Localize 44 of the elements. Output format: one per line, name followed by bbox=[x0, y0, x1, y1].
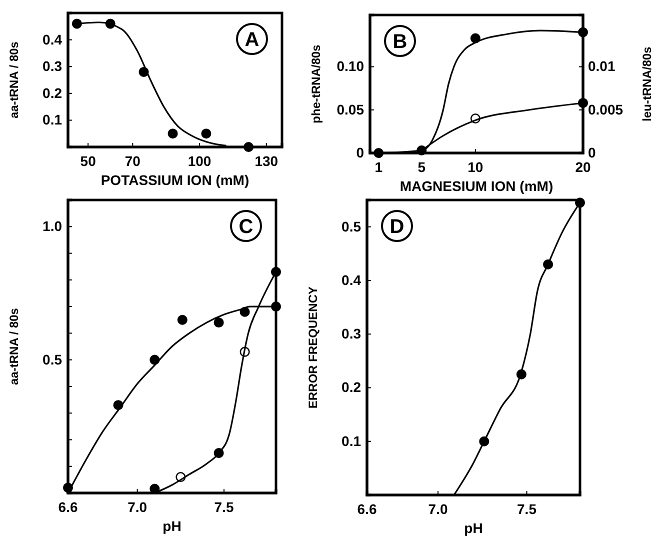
y-axis-title: ERROR FREQUENCY bbox=[306, 286, 320, 409]
x-tick-label: 6.6 bbox=[357, 500, 377, 517]
y2-axis-title: leu-tRNA/80s bbox=[640, 46, 654, 122]
y-axis-title: aa-tRNA / 80s bbox=[7, 308, 21, 385]
annotation: C bbox=[238, 216, 254, 238]
y-tick-label: 0.5 bbox=[342, 218, 362, 234]
x-axis-title: MAGNESIUM ION (mM) bbox=[400, 178, 554, 194]
y-tick-label: 0.4 bbox=[342, 272, 362, 288]
y-tick-label: 0.2 bbox=[42, 84, 62, 101]
y2-tick-label: 0.01 bbox=[588, 58, 616, 74]
x-tick-label: 130 bbox=[254, 152, 278, 169]
y-tick-label: 0.05 bbox=[336, 101, 364, 118]
x-tick-label: 10 bbox=[468, 158, 484, 175]
y-axis-title: phe-tRNA/80s bbox=[309, 44, 323, 124]
annotation: B bbox=[392, 31, 408, 53]
x-axis-title: POTASSIUM ION (mM) bbox=[100, 172, 250, 188]
y-tick-label: 0.10 bbox=[336, 58, 364, 74]
y-tick-label: 0.4 bbox=[42, 31, 62, 48]
x-axis-title: pH bbox=[162, 518, 182, 534]
x-tick-label: 7.5 bbox=[517, 500, 537, 517]
annotation: A bbox=[244, 29, 260, 51]
x-tick-label: 6.6 bbox=[58, 498, 78, 515]
x-axis-title: pH bbox=[464, 520, 483, 536]
y-axis-title: aa-tRNA / 80s bbox=[7, 41, 21, 118]
y-tick-label: 0.3 bbox=[42, 58, 62, 74]
x-tick-label: 7.0 bbox=[128, 498, 148, 515]
y-tick-label: 0.1 bbox=[42, 112, 62, 128]
x-tick-label: 100 bbox=[188, 152, 212, 169]
y-tick-label: 0.5 bbox=[42, 351, 62, 368]
y-tick-label: 0.3 bbox=[342, 326, 362, 342]
x-tick-label: 1 bbox=[374, 158, 383, 175]
y2-tick-label: 0.005 bbox=[588, 101, 624, 118]
y-tick-label: 0.1 bbox=[342, 432, 362, 449]
y-tick-label: 0.2 bbox=[342, 379, 362, 396]
y-tick-label: 1.0 bbox=[42, 218, 62, 234]
annotation: D bbox=[390, 216, 404, 238]
x-tick-label: 20 bbox=[575, 158, 591, 175]
y2-tick-label: 0 bbox=[588, 144, 596, 160]
x-tick-label: 5 bbox=[418, 158, 426, 175]
y-tick-label: 0 bbox=[356, 144, 364, 160]
x-tick-label: 50 bbox=[80, 152, 96, 169]
x-tick-label: 7.5 bbox=[214, 498, 234, 515]
x-tick-label: 7.0 bbox=[428, 500, 448, 517]
x-tick-label: 70 bbox=[124, 152, 141, 169]
